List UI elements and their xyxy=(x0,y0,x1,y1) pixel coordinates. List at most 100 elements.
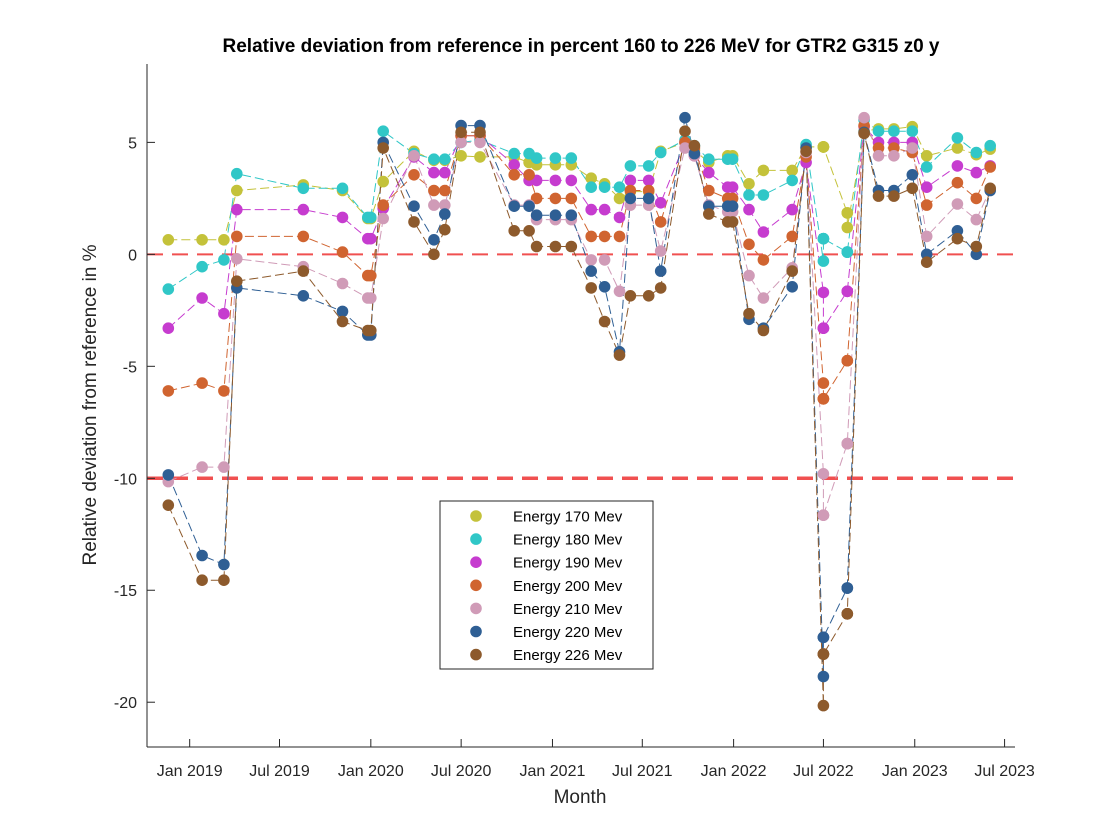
data-point xyxy=(474,151,486,163)
data-point xyxy=(408,169,420,181)
data-point xyxy=(598,315,611,328)
x-tick-label: Jul 2021 xyxy=(612,763,673,780)
x-tick-label: Jan 2020 xyxy=(338,763,404,780)
data-point xyxy=(743,203,755,216)
data-point xyxy=(231,203,243,216)
y-axis-label: Relative deviation from reference in % xyxy=(80,244,101,565)
x-tick-label: Jul 2020 xyxy=(431,763,492,780)
data-point xyxy=(906,182,919,195)
data-point xyxy=(817,322,830,335)
data-point xyxy=(474,136,486,149)
data-point xyxy=(439,199,451,211)
legend: Energy 170 Mev Energy 180 Mev Energy 190 M… xyxy=(439,500,654,670)
data-point xyxy=(565,209,578,221)
data-point xyxy=(800,145,812,158)
data-point xyxy=(549,240,562,253)
data-point xyxy=(455,126,467,139)
data-point xyxy=(726,216,739,228)
data-point xyxy=(613,211,626,224)
x-axis-label: Month xyxy=(554,787,607,808)
data-point xyxy=(613,192,626,205)
data-point xyxy=(951,132,964,144)
data-point xyxy=(549,174,562,187)
x-tick-label: Jul 2022 xyxy=(793,763,854,780)
legend-marker xyxy=(470,533,482,545)
x-tick-label: Jan 2023 xyxy=(882,763,948,780)
data-point xyxy=(757,189,770,201)
data-point xyxy=(786,203,798,216)
data-point xyxy=(196,292,208,304)
data-point xyxy=(841,354,854,367)
data-point xyxy=(231,252,243,265)
data-point xyxy=(613,230,626,243)
data-point xyxy=(951,176,964,189)
data-point xyxy=(162,385,175,397)
data-point xyxy=(428,184,440,197)
data-point xyxy=(336,182,349,195)
data-point xyxy=(642,290,655,302)
data-point xyxy=(218,234,230,246)
data-point xyxy=(218,574,230,586)
data-point xyxy=(365,324,377,337)
data-point xyxy=(585,230,597,243)
data-point xyxy=(549,192,562,205)
y-tick-label: -15 xyxy=(114,583,137,600)
data-point xyxy=(439,153,451,165)
data-point xyxy=(817,393,830,405)
data-point xyxy=(743,178,755,190)
data-point xyxy=(984,161,996,173)
data-point xyxy=(951,142,964,154)
data-point xyxy=(858,127,870,140)
data-point xyxy=(336,246,349,258)
data-point xyxy=(757,292,770,304)
legend-marker xyxy=(470,648,482,661)
data-point xyxy=(613,181,626,193)
data-point xyxy=(920,150,933,162)
legend-label: Energy 190 Mev xyxy=(513,555,623,572)
data-point xyxy=(679,142,691,154)
data-point xyxy=(786,174,798,187)
data-point xyxy=(297,203,310,216)
legend-marker xyxy=(470,579,482,592)
data-point xyxy=(336,277,349,290)
data-point xyxy=(162,322,175,335)
data-point xyxy=(530,240,543,253)
data-point xyxy=(455,150,467,162)
data-point xyxy=(786,281,798,293)
data-point xyxy=(920,230,933,243)
legend-marker xyxy=(470,602,482,615)
data-point xyxy=(530,192,543,205)
data-point xyxy=(841,207,854,219)
legend-marker xyxy=(470,556,482,568)
legend-label: Energy 200 Mev xyxy=(513,578,623,595)
data-point xyxy=(726,200,739,212)
data-point xyxy=(703,208,715,220)
data-point xyxy=(906,169,919,181)
data-point xyxy=(920,181,933,193)
data-point xyxy=(841,437,854,450)
data-point xyxy=(218,307,230,320)
data-point xyxy=(654,216,667,228)
data-point xyxy=(598,281,611,293)
data-point xyxy=(624,290,637,302)
data-point xyxy=(817,631,830,644)
data-point xyxy=(523,225,535,237)
data-point xyxy=(196,234,208,246)
data-point xyxy=(743,307,755,320)
data-point xyxy=(336,305,349,318)
data-point xyxy=(624,160,637,172)
x-tick-label: Jan 2021 xyxy=(520,763,586,780)
series-line-0 xyxy=(168,126,991,241)
y-tick-label: -10 xyxy=(114,471,137,488)
data-point xyxy=(654,245,667,257)
data-point xyxy=(297,265,310,277)
data-point xyxy=(654,265,667,277)
data-point xyxy=(428,166,440,179)
data-point xyxy=(565,240,578,253)
y-tick-label: -5 xyxy=(123,359,137,376)
data-point xyxy=(624,174,637,187)
data-point xyxy=(508,200,520,212)
data-point xyxy=(585,181,597,193)
legend-label: Energy 226 Mev xyxy=(513,647,623,664)
data-point xyxy=(377,125,390,137)
